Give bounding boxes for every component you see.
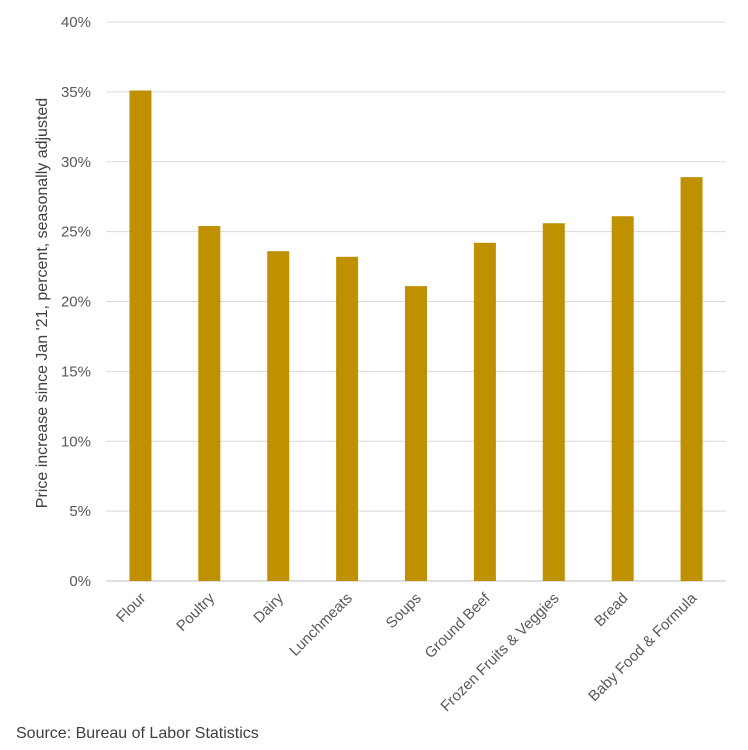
- x-tick-label: Bread: [591, 590, 631, 630]
- y-tick-label: 5%: [69, 503, 91, 520]
- bar-frozen-fruits-veggies: [542, 223, 565, 582]
- y-tick-label: 0%: [69, 573, 91, 590]
- y-tick-label: 15%: [61, 363, 91, 380]
- x-tick-label: Frozen Fruits & Veggies: [437, 590, 562, 715]
- y-tick-label: 40%: [61, 14, 91, 31]
- y-tick-label: 25%: [61, 224, 91, 241]
- bar-bread: [611, 216, 634, 581]
- x-tick-label: Ground Beef: [422, 589, 495, 662]
- bar-flour: [129, 90, 152, 581]
- x-tick-label: Lunchmeats: [286, 590, 356, 660]
- bar-lunchmeats: [336, 256, 359, 581]
- x-tick-label: Flour: [113, 590, 149, 626]
- bar-baby-food-formula: [680, 177, 703, 581]
- x-tick-label: Dairy: [250, 589, 287, 626]
- bar-poultry: [198, 226, 221, 581]
- y-axis-label: Price increase since Jan '21, percent, s…: [34, 98, 51, 508]
- bars: [129, 90, 703, 582]
- source-note: Source: Bureau of Labor Statistics: [16, 725, 259, 742]
- bar-soups: [405, 286, 427, 581]
- y-tick-label: 20%: [61, 294, 91, 311]
- bar-dairy: [267, 251, 290, 581]
- x-tick-label: Soups: [383, 590, 425, 632]
- bar-ground-beef: [473, 242, 496, 581]
- y-tick-label: 30%: [61, 154, 91, 171]
- y-axis-ticks: 0% 5% 10% 15% 20% 25% 30% 35% 40%: [61, 14, 91, 590]
- y-tick-label: 10%: [61, 433, 91, 450]
- x-tick-label: Poultry: [173, 589, 218, 634]
- y-tick-label: 35%: [61, 84, 91, 101]
